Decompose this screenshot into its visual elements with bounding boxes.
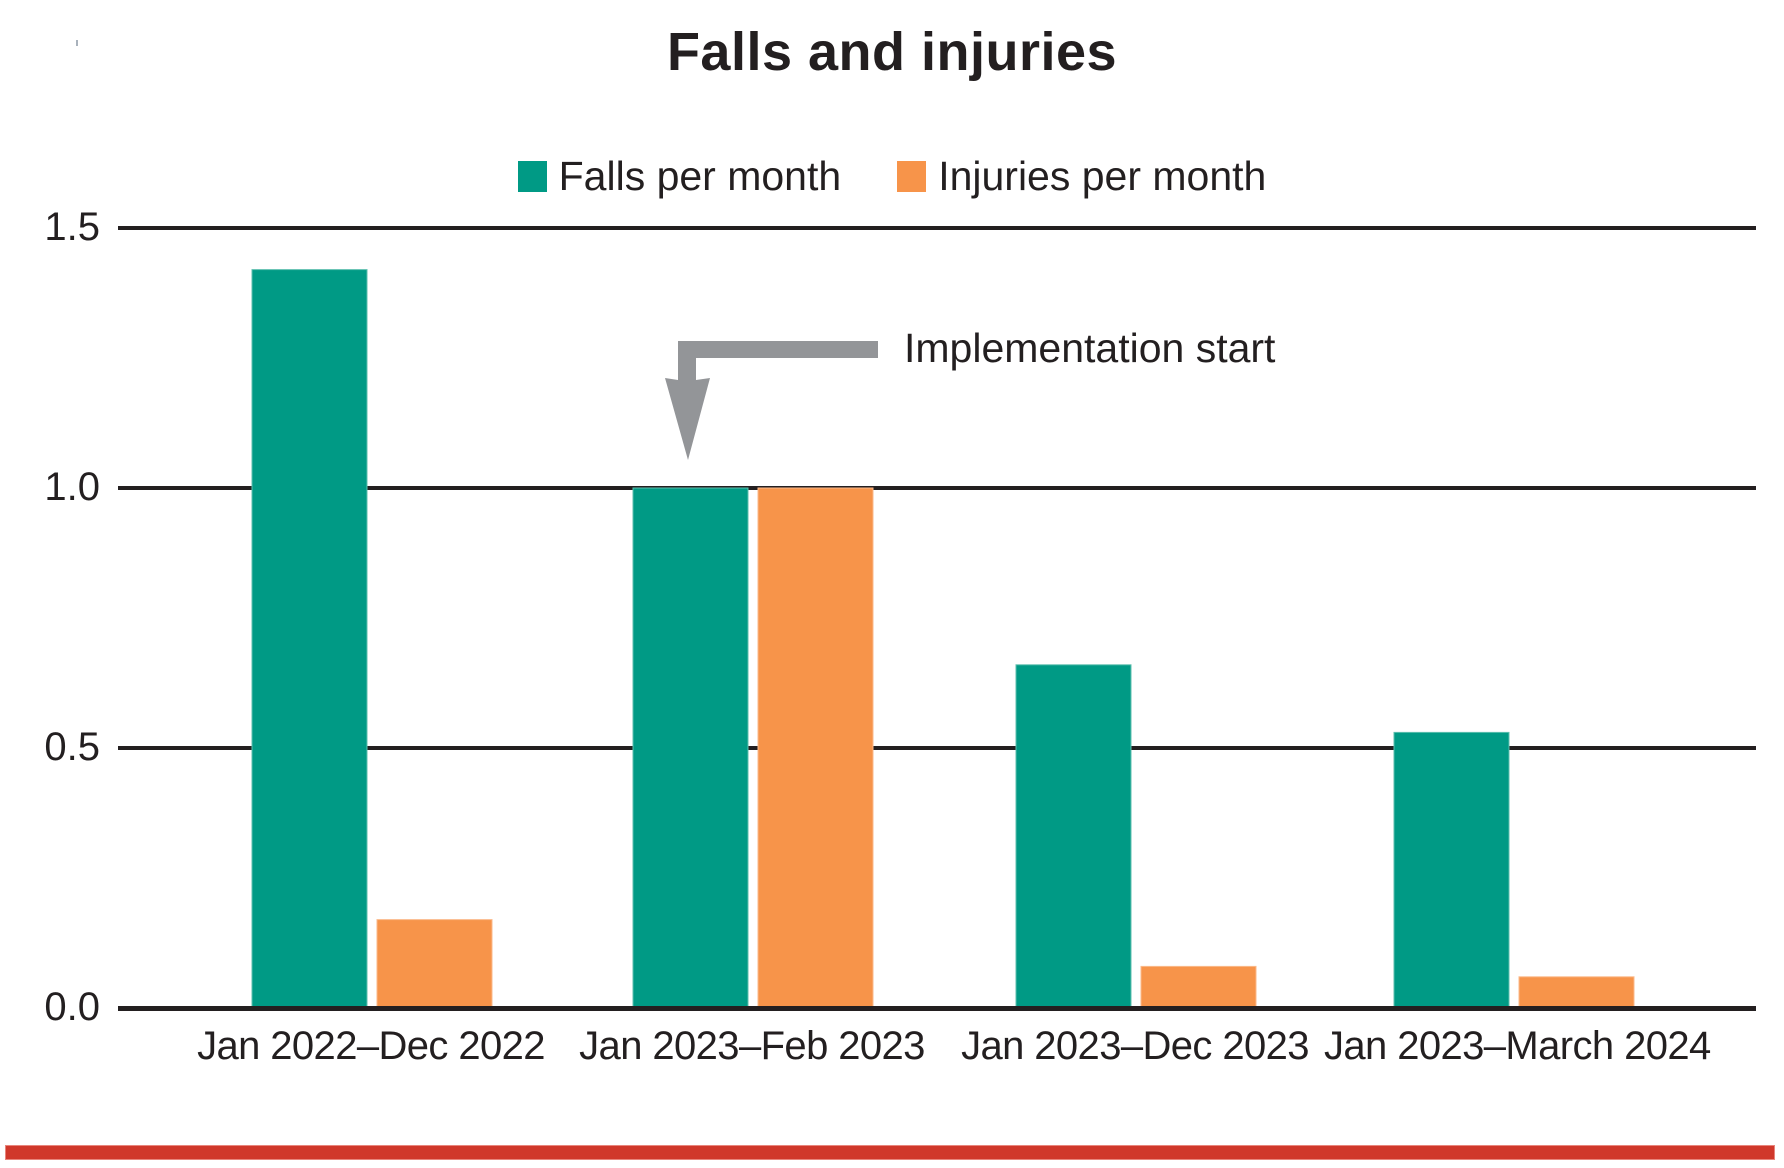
gridline-2 bbox=[118, 486, 1756, 490]
legend-label-injuries: Injuries per month bbox=[938, 153, 1267, 199]
legend-swatch-injuries-icon bbox=[897, 160, 927, 192]
bottom-rule-divider bbox=[6, 1146, 1774, 1159]
x-tick-label-3: Jan 2023–March 2024 bbox=[1324, 1024, 1711, 1068]
bar-falls-1 bbox=[632, 487, 749, 1009]
elbow-arrow-down-icon bbox=[665, 341, 878, 460]
bar-injuries-3 bbox=[1518, 976, 1635, 1009]
legend-item-injuries: Injuries per month bbox=[897, 152, 1266, 200]
legend: Falls per month Injuries per month bbox=[0, 146, 1784, 206]
corner-mark bbox=[76, 40, 78, 46]
x-tick-label-1: Jan 2023–Feb 2023 bbox=[579, 1024, 925, 1068]
gridline-1 bbox=[118, 746, 1756, 750]
x-tick-label-2: Jan 2023–Dec 2023 bbox=[961, 1024, 1309, 1068]
bar-falls-3 bbox=[1393, 731, 1510, 1009]
annotation-implementation-start: Implementation start bbox=[904, 325, 1276, 371]
chart-title: Falls and injuries bbox=[666, 22, 1118, 82]
x-axis-baseline bbox=[118, 1006, 1756, 1011]
legend-swatch-falls-icon bbox=[517, 160, 547, 192]
bar-injuries-2 bbox=[1140, 965, 1257, 1009]
legend-label-falls: Falls per month bbox=[558, 153, 842, 199]
y-tick-label-3: 1.5 bbox=[44, 205, 100, 249]
gridline-3 bbox=[118, 226, 1756, 230]
y-tick-label-2: 1.0 bbox=[44, 465, 100, 509]
legend-item-falls: Falls per month bbox=[517, 152, 842, 200]
x-tick-label-0: Jan 2022–Dec 2022 bbox=[197, 1024, 545, 1068]
bar-falls-0 bbox=[251, 269, 368, 1009]
bar-falls-2 bbox=[1015, 664, 1132, 1009]
bar-injuries-1 bbox=[757, 487, 874, 1009]
y-tick-label-0: 0.0 bbox=[44, 985, 100, 1029]
y-tick-label-1: 0.5 bbox=[44, 725, 100, 769]
bar-injuries-0 bbox=[376, 919, 493, 1009]
